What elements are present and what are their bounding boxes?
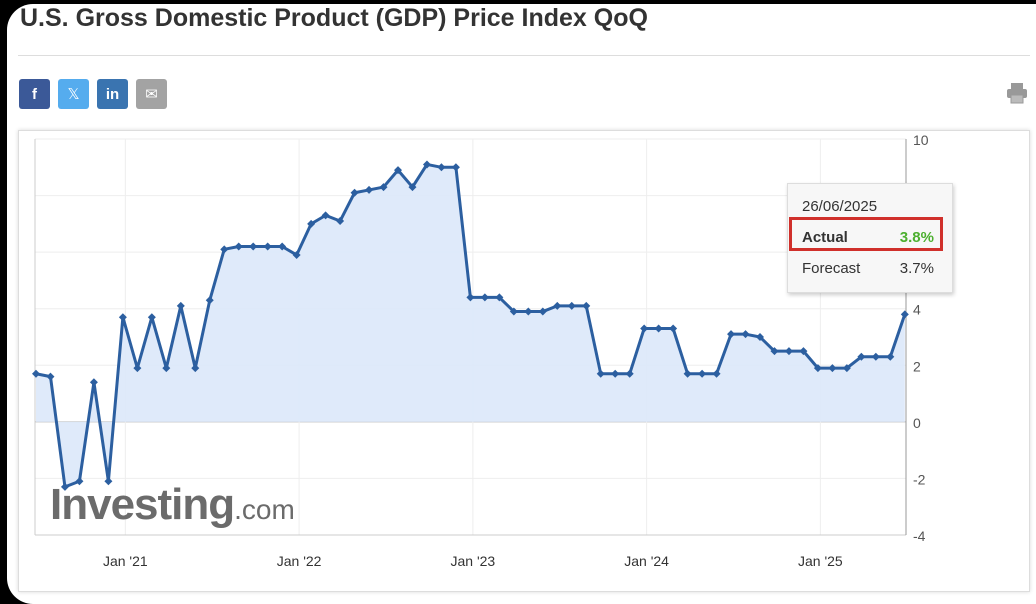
data-point [234,242,243,251]
data-point [640,324,649,333]
data-point [249,242,258,251]
y-tick-label: 0 [913,415,921,431]
data-point [379,183,388,192]
x-icon: 𝕏 [67,86,80,103]
email-share-button[interactable]: ✉ [136,79,167,109]
tooltip-forecast-row: Forecast 3.7% [802,260,934,277]
data-point [669,324,678,333]
data-point [437,163,446,172]
linkedin-icon: in [105,85,120,103]
data-point [625,369,634,378]
data-point [32,369,40,378]
data-point [350,188,359,197]
data-point [596,369,605,378]
email-icon: ✉ [145,86,158,103]
page-title: U.S. Gross Domestic Product (GDP) Price … [20,4,648,32]
y-tick-label: -2 [913,471,926,487]
series-area [36,164,905,487]
data-point [712,369,721,378]
data-point [842,364,851,373]
data-point [727,330,736,339]
data-point [147,313,156,322]
data-point [191,364,200,373]
data-point [770,347,779,356]
data-point [162,364,171,373]
data-point [307,219,316,228]
data-point [466,293,475,302]
chart-svg: Jan '21 Jan '22 Jan '23 Jan '24 Jan '25 10 4 2 0… [32,132,929,569]
divider [18,55,1030,56]
twitter-share-button[interactable]: 𝕏 [58,79,89,109]
data-point [133,364,142,373]
facebook-share-button[interactable]: f [19,79,50,109]
data-point [422,160,431,169]
linkedin-share-button[interactable]: in [97,79,128,109]
data-point [741,330,750,339]
data-point [857,352,866,361]
tooltip-actual-row: Actual 3.8% [802,229,934,246]
data-point [567,301,576,310]
data-point [799,347,808,356]
data-point [176,301,185,310]
data-point [828,364,837,373]
data-point [582,301,591,310]
data-point [263,242,272,251]
data-point [336,217,345,226]
data-point [408,183,417,192]
data-point [365,185,374,194]
data-point [480,293,489,302]
data-point [538,307,547,316]
data-point [220,245,229,254]
x-tick-label: Jan '24 [624,553,669,569]
data-point [104,477,113,486]
data-point [495,293,504,302]
y-tick-label: 2 [913,358,921,374]
highlight-box [789,217,943,251]
x-tick-label: Jan '21 [103,553,148,569]
data-point [886,352,895,361]
data-point [292,250,301,259]
data-point [46,372,55,381]
data-point [278,242,287,251]
data-point [871,352,880,361]
x-tick-label: Jan '22 [277,553,322,569]
data-point [784,347,793,356]
data-point [451,163,460,172]
x-tick-label: Jan '25 [798,553,843,569]
x-tick-label: Jan '23 [451,553,496,569]
y-tick-label: 4 [913,302,921,318]
data-point [756,333,764,341]
data-point [89,378,98,387]
data-point [611,369,620,378]
data-point [524,307,533,316]
widget-card [7,4,1036,604]
data-point [553,301,562,310]
facebook-icon: f [32,85,37,103]
data-point [698,369,707,378]
data-point [509,307,518,316]
print-icon[interactable] [1006,82,1028,104]
y-tick-label: 10 [913,132,929,148]
data-point [683,369,692,378]
data-point [900,310,909,319]
tooltip-date: 26/06/2025 [802,198,878,215]
data-point [118,313,127,322]
y-tick-label: -4 [913,528,926,544]
data-point [75,477,84,486]
data-point [60,482,69,491]
data-point [394,166,402,175]
data-point [205,296,214,305]
investing-logo-watermark: Investing.com [50,480,295,529]
data-point [321,211,330,220]
data-point [813,364,822,373]
data-point [654,324,663,333]
chart-tooltip: 26/06/2025 Actual 3.8% Forecast 3.7% [787,183,953,293]
